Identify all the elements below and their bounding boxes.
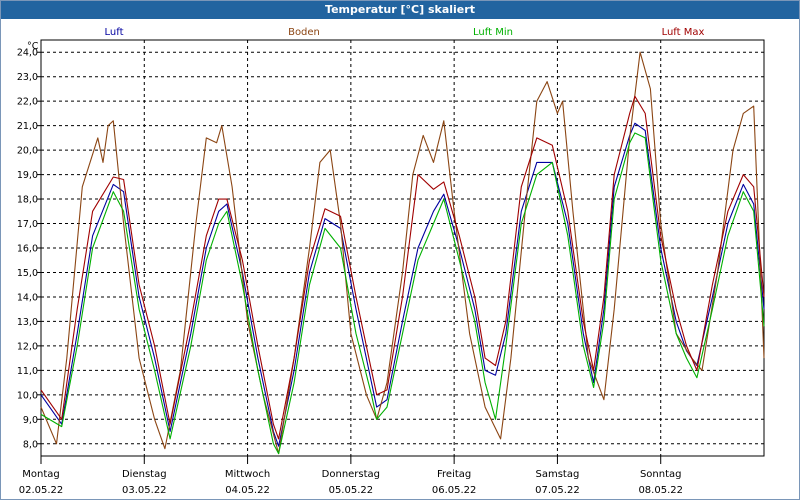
y-axis: °C 8,0 9,0 10,0 11,0 12,0 13,0 14,0 15,0 16,0 17,… bbox=[17, 41, 41, 450]
x-tick-day: Samstag bbox=[536, 469, 580, 480]
series-line-luft bbox=[40, 122, 765, 447]
legend-entry: Boden bbox=[288, 27, 320, 38]
legend-entry: Luft Min bbox=[473, 27, 513, 38]
x-tick-day: Mittwoch bbox=[225, 469, 270, 480]
series-line-boden bbox=[40, 51, 765, 455]
x-tick-date: 02.05.22 bbox=[19, 485, 64, 496]
y-tick-label: 20,0 bbox=[17, 146, 38, 157]
x-tick-date: 06.05.22 bbox=[432, 485, 477, 496]
x-tick-date: 05.05.22 bbox=[329, 485, 374, 496]
y-tick-label: 8,0 bbox=[23, 439, 38, 450]
y-tick-label: 18,0 bbox=[17, 195, 38, 206]
y-tick-label: 12,0 bbox=[17, 341, 38, 352]
x-tick-date: 04.05.22 bbox=[225, 485, 270, 496]
temperature-chart: °C 8,0 9,0 10,0 11,0 12,0 13,0 14,0 15,0 16,0 17,… bbox=[17, 27, 765, 496]
x-tick-day: Montag bbox=[22, 469, 59, 480]
grid bbox=[41, 40, 764, 456]
y-tick-label: 11,0 bbox=[17, 366, 38, 377]
legend: Luft Boden Luft Min Luft Max bbox=[105, 27, 705, 38]
y-tick-label: 22,0 bbox=[17, 97, 38, 108]
series-lines bbox=[40, 51, 765, 455]
y-tick-label: 21,0 bbox=[17, 121, 38, 132]
y-tick-label: 14,0 bbox=[17, 292, 38, 303]
y-axis-unit: °C bbox=[27, 41, 39, 52]
series-line-luft-min bbox=[40, 132, 765, 455]
legend-entry: Luft bbox=[105, 27, 124, 38]
series-line-luft-max bbox=[40, 95, 765, 440]
x-tick-day: Sonntag bbox=[640, 469, 682, 480]
y-tick-label: 15,0 bbox=[17, 268, 38, 279]
y-tick-label: 19,0 bbox=[17, 170, 38, 181]
x-tick-day: Dienstag bbox=[122, 469, 167, 480]
window-title: Temperatur [°C] skaliert bbox=[1, 1, 799, 19]
x-tick-day: Freitag bbox=[437, 469, 471, 480]
x-tick-date: 08.05.22 bbox=[638, 485, 683, 496]
x-tick-day: Donnerstag bbox=[322, 469, 380, 480]
y-tick-label: 24,0 bbox=[17, 48, 38, 59]
x-tick-date: 07.05.22 bbox=[535, 485, 580, 496]
x-tick-date: 03.05.22 bbox=[122, 485, 167, 496]
y-tick-label: 17,0 bbox=[17, 219, 38, 230]
y-tick-label: 23,0 bbox=[17, 72, 38, 83]
y-tick-label: 16,0 bbox=[17, 244, 38, 255]
x-axis: Montag 02.05.22 Dienstag 03.05.22 Mittwoch 04… bbox=[19, 456, 683, 496]
legend-entry: Luft Max bbox=[662, 27, 705, 38]
y-tick-label: 10,0 bbox=[17, 390, 38, 401]
y-tick-label: 13,0 bbox=[17, 317, 38, 328]
y-tick-label: 9,0 bbox=[23, 415, 38, 426]
